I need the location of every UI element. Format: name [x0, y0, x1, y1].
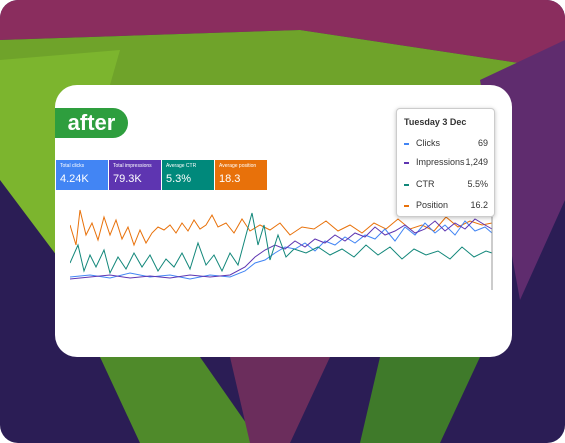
impressions-line [70, 218, 493, 280]
metric-tile[interactable]: Total impressions 79.3K [109, 160, 161, 190]
row-name: CTR [416, 179, 435, 189]
line-chart [70, 205, 493, 290]
tooltip-date: Tuesday 3 Dec [404, 117, 467, 127]
row-name: Impressions [416, 157, 465, 167]
row-value: 1,249 [465, 157, 488, 167]
metric-tile[interactable]: Total clicks 4.24K [56, 160, 108, 190]
position-line [70, 209, 493, 247]
metric-label: Average position [219, 163, 257, 169]
row-name: Position [416, 200, 449, 210]
tooltip-row: Position 16.2 [404, 200, 488, 212]
tooltip-row: Impressions 1,249 [404, 157, 488, 169]
ctr-line [70, 212, 493, 275]
row-value: 16.2 [470, 200, 488, 210]
metric-label: Total clicks [60, 163, 85, 169]
tooltip: Tuesday 3 Dec Clicks 69 Impressions 1,249 … [396, 108, 495, 217]
metric-label: Average CTR [166, 163, 197, 169]
metric-value: 5.3% [166, 173, 192, 185]
metric-value: 4.24K [60, 173, 89, 185]
clicks-line [70, 220, 493, 280]
tooltip-row: CTR 5.5% [404, 179, 488, 191]
metric-tile[interactable]: Average CTR 5.3% [162, 160, 214, 190]
row-value: 69 [477, 138, 488, 148]
tooltip-row: Clicks 69 [404, 138, 488, 150]
metric-value: 18.3 [219, 173, 241, 185]
row-value: 5.5% [467, 179, 488, 189]
badge: after [55, 108, 128, 138]
metric-label: Total impressions [113, 163, 152, 169]
row-name: Clicks [416, 138, 440, 148]
card: after Total clicks 4.24K Total impression… [55, 85, 512, 357]
metric-value: 79.3K [113, 173, 142, 185]
metric-tile[interactable]: Average position 18.3 [215, 160, 267, 190]
